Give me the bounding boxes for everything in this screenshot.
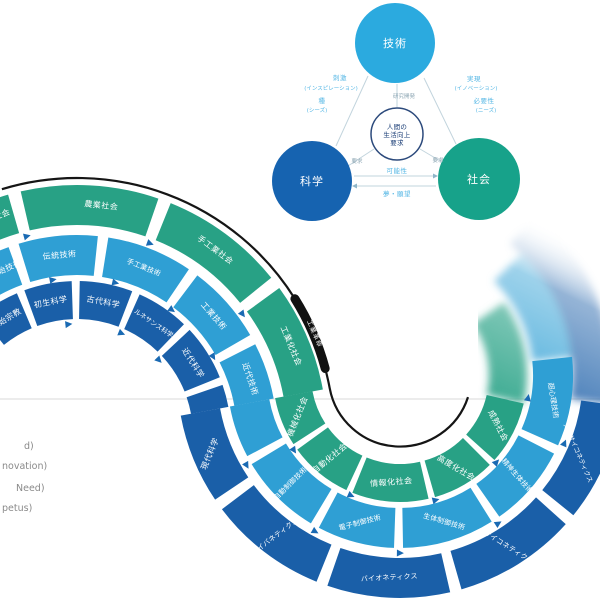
science-segment [327, 547, 451, 598]
human-need-line1: 人間の [387, 123, 407, 131]
edge-label-seed-sub: (シーズ) [307, 106, 328, 114]
technology-segment [251, 443, 332, 524]
legend: d) novation) Need) petus) [2, 441, 47, 514]
edge-label-stimulus: 刺激 [333, 73, 347, 82]
legend-fragment: d) [24, 441, 34, 452]
technology-segment [318, 492, 396, 548]
society-segment-label: 狩猟社会 [0, 206, 12, 228]
flow-arrow-icon [491, 459, 500, 467]
flow-arrow-icon [310, 526, 319, 534]
triangle-diagram: 技術 科学 社会 人間の 生活向上 要求 刺激 (インスピレーション) 種 (シ… [272, 3, 520, 221]
society-band [0, 185, 524, 502]
flow-arrow-icon [117, 328, 126, 336]
flow-arrow-icon [237, 309, 245, 318]
flow-arrow-icon [208, 352, 216, 361]
arrowhead-left-icon [352, 183, 357, 189]
science-band [0, 281, 600, 598]
science-segment [221, 484, 332, 582]
science-segment-label: バイオネティクス [361, 572, 418, 583]
society-node-label: 社会 [467, 172, 491, 186]
science-node [272, 141, 352, 221]
arrowhead-right-icon [433, 173, 438, 179]
edge-label-demand-right: 要求 [432, 156, 444, 164]
flow-arrow-icon [154, 355, 162, 363]
society-segment [275, 390, 326, 445]
flow-arrow-icon [346, 490, 355, 498]
society-segment [20, 185, 159, 237]
edge-label-demand-left: 要求 [351, 157, 363, 165]
flow-arrow-icon [145, 239, 154, 246]
science-segment [186, 384, 229, 415]
science-segment [123, 294, 184, 352]
society-segment [297, 426, 363, 491]
technology-segment [0, 247, 23, 295]
technology-segment [219, 344, 274, 407]
society-segment-label: 農業社会 [84, 198, 119, 211]
technology-band [0, 235, 573, 548]
technology-segment [229, 398, 283, 457]
technology-segment [401, 487, 492, 548]
flow-arrows [22, 233, 567, 557]
human-need-line3: 要求 [390, 138, 404, 147]
society-node [438, 138, 520, 220]
society-segment-label: 情報化社会 [370, 475, 413, 488]
technology-segment [172, 275, 251, 356]
flow-arrow-icon [289, 445, 297, 454]
technology-segment [521, 356, 573, 446]
science-segment [180, 407, 249, 500]
technology-segment [18, 235, 98, 283]
edge-label-innovation-sub: (イノベーション) [455, 85, 498, 92]
flow-arrow-icon [49, 276, 57, 284]
legend-fragment: petus) [2, 503, 32, 514]
science-segment [541, 400, 600, 516]
flow-arrow-icon [242, 460, 249, 469]
science-segment [0, 293, 33, 346]
flow-arrow-icon [167, 305, 175, 313]
center-science-link [347, 148, 375, 167]
edge-label-realization: 実現 [467, 74, 481, 83]
society-segment [155, 203, 272, 304]
human-need-node [370, 107, 424, 161]
tech-society-link [423, 77, 457, 145]
timeline-curve: 工業革命 [1, 176, 470, 448]
society-segment [352, 457, 429, 502]
flow-arrow-icon [396, 549, 404, 557]
human-need-line2: 生活向上 [383, 130, 410, 139]
flow-arrow-icon [523, 394, 531, 402]
science-segment [78, 281, 133, 327]
technology-segment-label: 伝統技術 [42, 248, 77, 261]
flow-arrow-icon [559, 439, 567, 448]
science-segment [450, 497, 566, 590]
edge-label-dream: 夢・願望 [383, 189, 411, 198]
edge-label-stimulus-sub: (インスピレーション) [304, 85, 358, 92]
society-segment [0, 194, 20, 240]
flow-arrow-icon [493, 521, 502, 529]
future-fade-band [472, 212, 600, 404]
society-segment [465, 394, 524, 460]
edge-label-possibility: 可能性 [387, 166, 408, 175]
science-segment [161, 329, 220, 393]
society-segment [246, 288, 323, 398]
science-segment [24, 281, 74, 327]
edge-label-rnd: 研究開発 [393, 92, 416, 100]
legend-fragment: Need) [16, 483, 45, 494]
flow-arrow-icon [111, 278, 120, 286]
technology-node-label: 技術 [383, 37, 407, 50]
science-node-label: 科学 [300, 174, 324, 188]
legend-fragment: novation) [2, 461, 47, 472]
technology-segment [101, 237, 189, 303]
edge-label-seed: 種 [319, 97, 326, 105]
technology-node [355, 3, 435, 83]
industrial-revolution-bar [290, 294, 330, 373]
flow-arrow-icon [431, 497, 440, 505]
technology-segment [475, 434, 555, 517]
society-segment [423, 437, 490, 498]
flow-arrow-icon [65, 321, 73, 329]
flow-arrow-icon [22, 233, 31, 241]
edge-label-necessity: 必要性 [474, 96, 495, 105]
tech-science-link [335, 75, 369, 147]
edge-label-needs-sub: (ニーズ) [476, 106, 497, 114]
